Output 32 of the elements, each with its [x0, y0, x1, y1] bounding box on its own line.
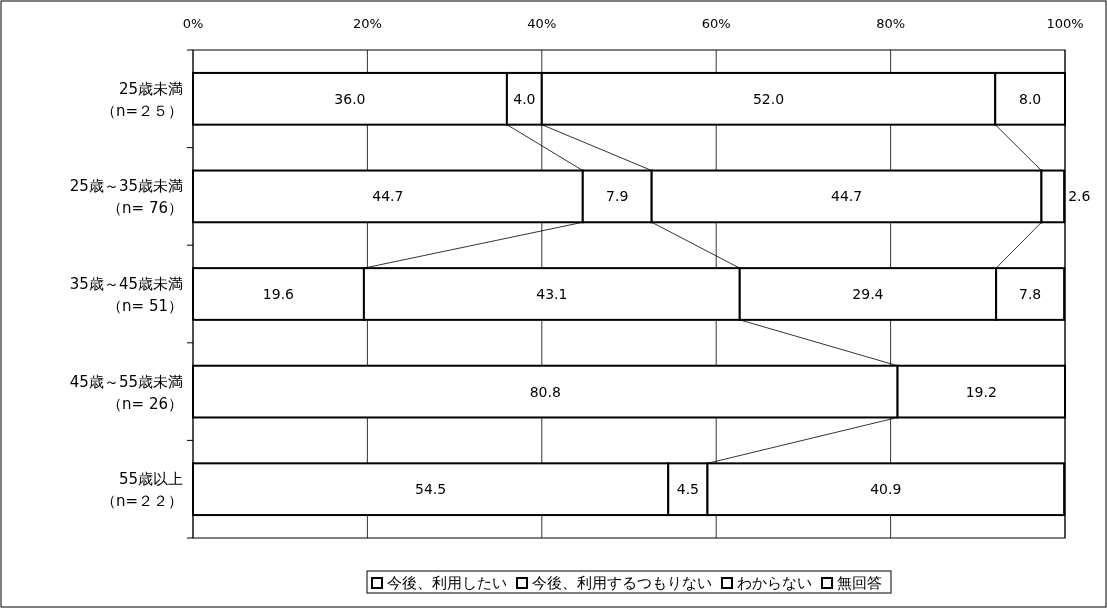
x-tick-label: 40%: [527, 16, 557, 31]
data-label: 2.6: [1068, 188, 1091, 205]
data-label: 4.0: [513, 90, 536, 107]
x-tick-label: 60%: [701, 16, 731, 31]
x-tick-label: 100%: [1046, 16, 1084, 31]
data-label: 52.0: [752, 90, 785, 107]
y-tick-label: 45歳～55歳未満（n= 26）: [69, 372, 183, 413]
x-tick-label: 20%: [352, 16, 382, 31]
data-label: 43.1: [536, 286, 568, 302]
data-label: 54.5: [415, 481, 447, 498]
data-label: 8.0: [1018, 90, 1042, 107]
legend-label: 無回答: [837, 574, 882, 592]
x-tick-label: 80%: [876, 16, 906, 31]
legend-label: 今後、利用したい: [387, 574, 507, 592]
y-tick-label: 25歳～35歳未満（n= 76）: [69, 177, 183, 218]
data-label: 7.8: [1018, 286, 1042, 302]
legend-label: わからない: [737, 574, 812, 592]
data-label: 36.0: [334, 90, 366, 107]
data-label: 4.5: [676, 481, 699, 498]
x-tick-label: 0%: [182, 16, 204, 31]
data-label: 80.8: [529, 383, 561, 400]
data-label: 7.9: [606, 188, 629, 205]
data-label: 44.7: [830, 188, 863, 205]
y-tick-label: 35歳～45歳未満（n= 51）: [69, 275, 183, 315]
data-label: 19.6: [262, 286, 295, 302]
data-label: 19.2: [965, 383, 997, 400]
legend-label: 今後、利用するつもりない: [532, 574, 712, 592]
y-tick-label: 25歳未満（n=２５）: [100, 79, 183, 120]
data-label: 44.7: [372, 188, 404, 205]
data-label: 29.4: [852, 286, 884, 302]
y-tick-label: 55歳以上（n=２２）: [100, 470, 183, 511]
data-label: 40.9: [870, 481, 902, 498]
